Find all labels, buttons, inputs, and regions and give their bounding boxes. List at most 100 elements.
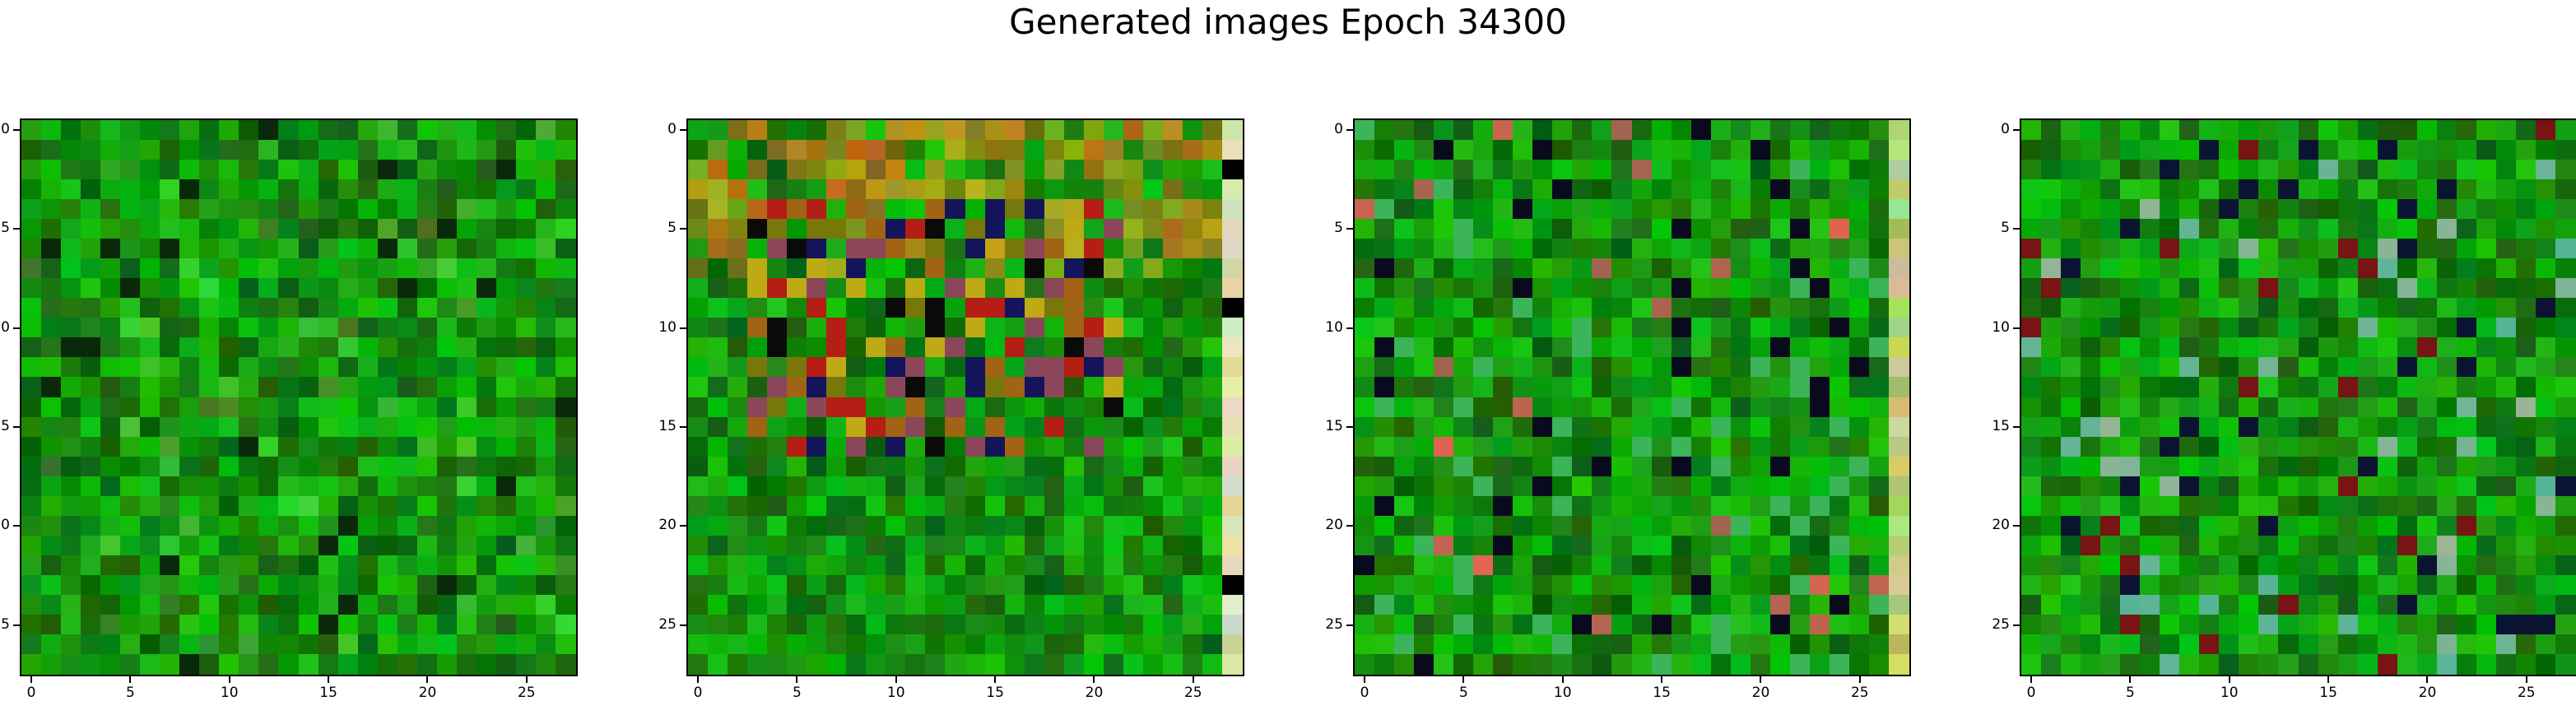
x-tick-mark [426, 676, 429, 683]
generated-image [2020, 118, 2576, 676]
x-tick-mark [697, 676, 700, 683]
x-tick-mark [1192, 676, 1194, 683]
x-tick-mark [525, 676, 528, 683]
y-tick-mark [1346, 624, 1353, 626]
x-tick-label: 20 [1085, 685, 1104, 701]
x-tick-mark [2030, 676, 2033, 683]
y-tick-label: 20 [1325, 517, 1343, 534]
x-tick-mark [1561, 676, 1564, 683]
y-tick-mark [13, 426, 20, 429]
x-tick-label: 20 [418, 685, 437, 701]
y-tick-label: 0 [1, 121, 10, 138]
y-tick-mark [2013, 525, 2020, 527]
y-tick-label: 25 [1325, 615, 1343, 633]
y-tick-label: 15 [658, 418, 677, 435]
x-tick-mark [1760, 676, 1762, 683]
x-tick-label: 10 [220, 685, 239, 701]
y-tick-label: 10 [1992, 318, 2010, 336]
y-tick-mark [13, 228, 20, 230]
y-tick-label: 20 [0, 517, 10, 534]
y-tick-mark [2013, 129, 2020, 132]
generated-image [1353, 118, 1911, 676]
y-tick-mark [1346, 426, 1353, 429]
x-tick-label: 5 [792, 685, 802, 701]
x-tick-label: 5 [2125, 685, 2135, 701]
x-tick-mark [2129, 676, 2132, 683]
x-tick-mark [2525, 676, 2527, 683]
x-tick-mark [1462, 676, 1465, 683]
x-tick-mark [30, 676, 33, 683]
y-tick-label: 0 [2001, 121, 2010, 138]
x-tick-label: 0 [1360, 685, 1369, 701]
x-tick-label: 20 [1751, 685, 1770, 701]
y-tick-mark [680, 525, 686, 527]
x-tick-label: 10 [1553, 685, 1572, 701]
y-tick-label: 20 [658, 517, 677, 534]
x-tick-label: 15 [986, 685, 1004, 701]
y-tick-mark [2013, 228, 2020, 230]
y-tick-label: 5 [1, 220, 10, 237]
x-tick-mark [1858, 676, 1861, 683]
x-tick-mark [1661, 676, 1663, 683]
x-tick-label: 15 [2319, 685, 2337, 701]
x-tick-mark [2426, 676, 2429, 683]
y-tick-label: 25 [658, 615, 677, 633]
y-tick-label: 15 [1325, 418, 1343, 435]
x-tick-mark [228, 676, 230, 683]
y-tick-label: 10 [1325, 318, 1343, 336]
x-tick-mark [994, 676, 997, 683]
y-tick-label: 20 [1992, 517, 2010, 534]
x-tick-label: 20 [2418, 685, 2437, 701]
y-tick-label: 10 [0, 318, 10, 336]
x-tick-label: 15 [1653, 685, 1671, 701]
y-tick-mark [680, 327, 686, 329]
x-tick-label: 10 [886, 685, 905, 701]
y-tick-label: 10 [658, 318, 677, 336]
y-tick-mark [13, 624, 20, 626]
x-tick-mark [129, 676, 132, 683]
x-tick-label: 25 [2517, 685, 2536, 701]
generated-image [686, 118, 1244, 676]
y-tick-mark [680, 129, 686, 132]
x-tick-mark [796, 676, 798, 683]
y-tick-mark [2013, 426, 2020, 429]
x-tick-label: 0 [2026, 685, 2036, 701]
y-tick-mark [13, 327, 20, 329]
generated-image [20, 118, 578, 676]
x-tick-mark [895, 676, 897, 683]
y-tick-mark [13, 525, 20, 527]
x-tick-label: 5 [1458, 685, 1468, 701]
x-tick-label: 25 [1850, 685, 1869, 701]
x-tick-mark [2327, 676, 2330, 683]
figure-title: Generated images Epoch 34300 [1009, 2, 1567, 42]
x-tick-label: 5 [125, 685, 135, 701]
y-tick-mark [1346, 228, 1353, 230]
y-tick-label: 25 [1992, 615, 2010, 633]
y-tick-label: 15 [0, 418, 10, 435]
y-tick-label: 5 [667, 220, 677, 237]
y-tick-label: 5 [2001, 220, 2010, 237]
y-tick-label: 5 [1334, 220, 1343, 237]
y-tick-mark [680, 624, 686, 626]
y-tick-mark [2013, 327, 2020, 329]
x-tick-label: 0 [693, 685, 703, 701]
y-tick-mark [680, 426, 686, 429]
y-tick-mark [1346, 327, 1353, 329]
x-tick-mark [1364, 676, 1366, 683]
x-tick-label: 25 [517, 685, 536, 701]
x-tick-mark [2228, 676, 2230, 683]
y-tick-mark [13, 129, 20, 132]
x-tick-mark [328, 676, 330, 683]
x-tick-mark [1093, 676, 1095, 683]
y-tick-mark [1346, 525, 1353, 527]
x-tick-label: 25 [1183, 685, 1202, 701]
y-tick-label: 0 [667, 121, 677, 138]
y-tick-mark [680, 228, 686, 230]
y-tick-mark [1346, 129, 1353, 132]
x-tick-label: 15 [319, 685, 337, 701]
y-tick-label: 25 [0, 615, 10, 633]
y-tick-mark [2013, 624, 2020, 626]
y-tick-label: 0 [1334, 121, 1343, 138]
x-tick-label: 10 [2220, 685, 2239, 701]
y-tick-label: 15 [1992, 418, 2010, 435]
